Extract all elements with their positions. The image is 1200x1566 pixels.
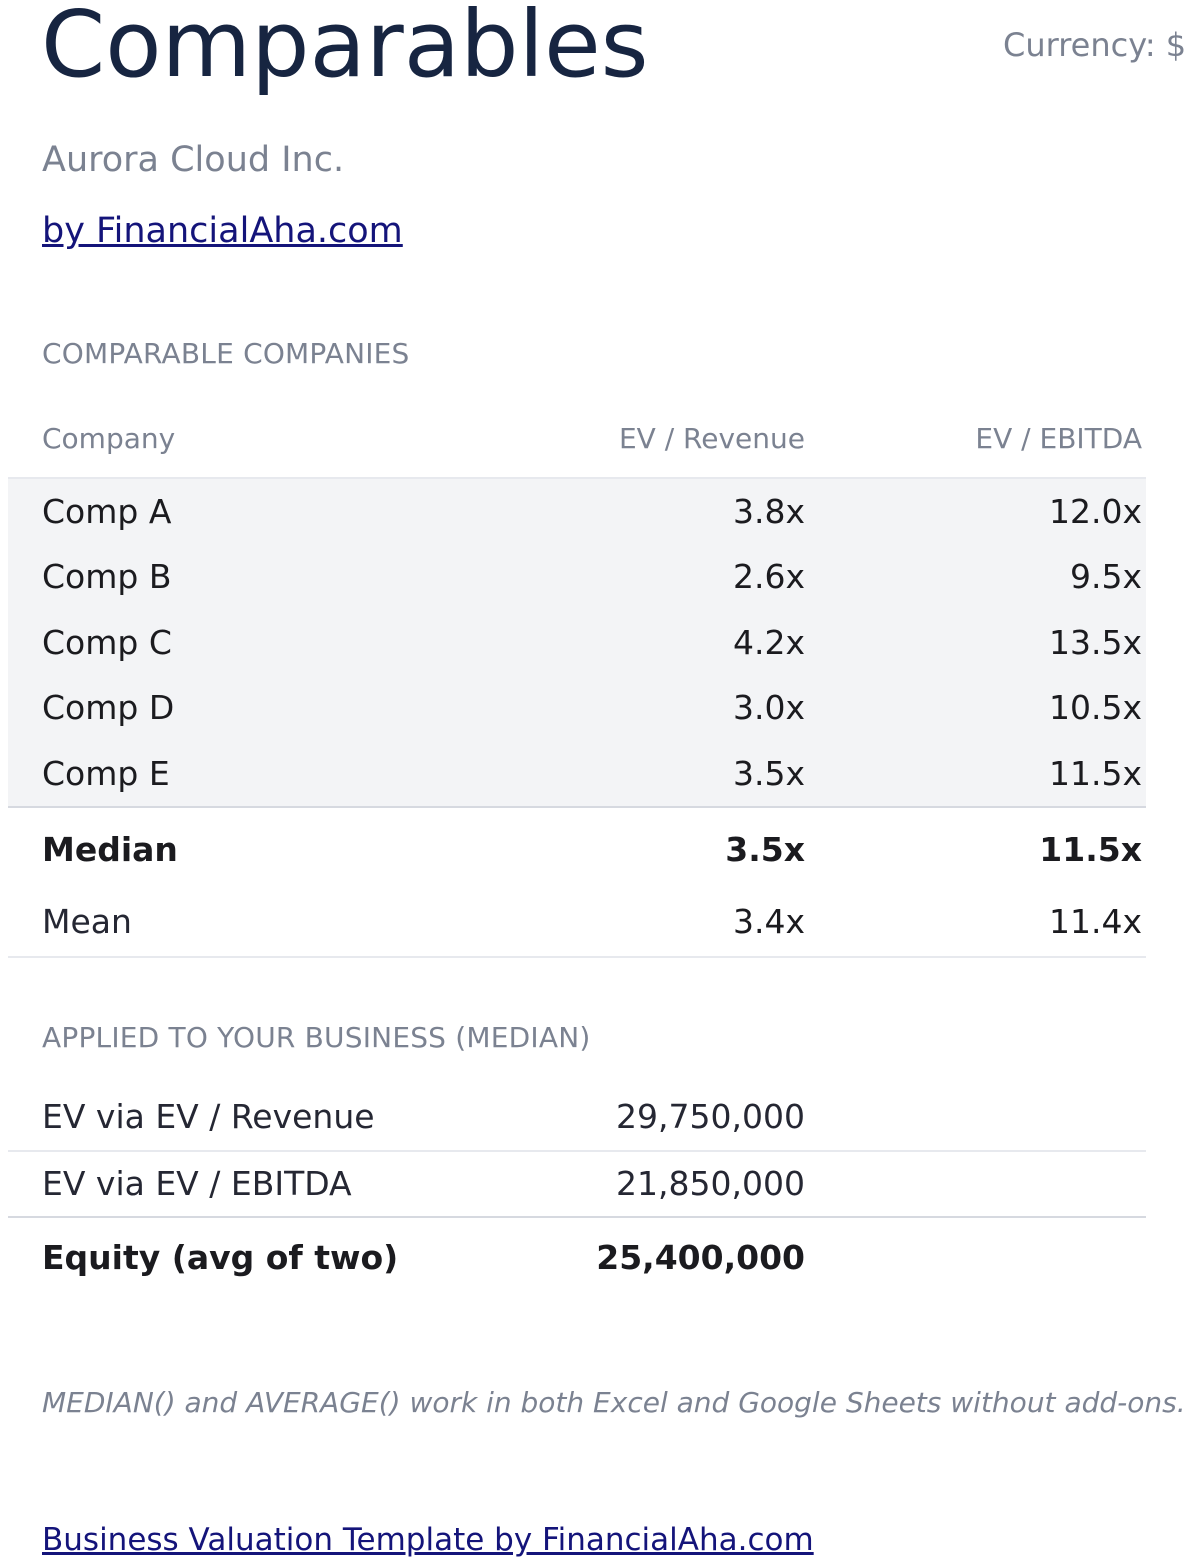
byline-link[interactable]: by FinancialAha.com [42, 211, 403, 251]
ev-ebitda-cell: 10.5x [1048, 688, 1142, 728]
ev-revenue-cell: 4.2x [732, 622, 805, 662]
ev-ebitda-cell: 11.5x [1048, 753, 1142, 793]
ev-revenue-cell: 3.5x [732, 753, 805, 793]
applied-label: EV via EV / EBITDA [42, 1164, 352, 1203]
table-row: Comp C 4.2x 13.5x [8, 610, 1146, 675]
formula-note: MEDIAN() and AVERAGE() work in both Exce… [42, 1386, 1186, 1419]
comparables-table: Company EV / Revenue EV / EBITDA Comp A … [8, 410, 1146, 958]
table-row: Comp E 3.5x 11.5x [8, 741, 1146, 806]
table-row: Comp B 2.6x 9.5x [8, 544, 1146, 609]
median-label: Median [42, 829, 178, 869]
company-name: Aurora Cloud Inc. [42, 140, 345, 180]
median-row: Median 3.5x 11.5x [8, 808, 1146, 882]
applied-value: 21,850,000 [616, 1164, 805, 1203]
company-cell: Comp C [42, 622, 172, 662]
applied-section-label: APPLIED TO YOUR BUSINESS (MEDIAN) [42, 1021, 591, 1054]
mean-row: Mean 3.4x 11.4x [8, 882, 1146, 958]
median-ev-ebitda: 11.5x [1039, 829, 1142, 869]
ev-revenue-cell: 3.0x [732, 688, 805, 728]
company-cell: Comp D [42, 688, 175, 728]
mean-ev-revenue: 3.4x [732, 901, 805, 941]
applied-row-equity: Equity (avg of two) 25,400,000 [8, 1218, 1146, 1293]
table-row: Comp D 3.0x 10.5x [8, 675, 1146, 740]
ev-ebitda-cell: 12.0x [1048, 492, 1142, 531]
table-row: Comp A 3.8x 12.0x [8, 479, 1146, 544]
table-header-row: Company EV / Revenue EV / EBITDA [8, 410, 1146, 479]
equity-value: 25,400,000 [596, 1238, 805, 1277]
footer-link[interactable]: Business Valuation Template by Financial… [42, 1522, 814, 1558]
company-cell: Comp B [42, 557, 172, 597]
applied-row-ev-revenue: EV via EV / Revenue 29,750,000 [8, 1085, 1146, 1152]
ev-ebitda-cell: 13.5x [1048, 622, 1142, 662]
applied-row-ev-ebitda: EV via EV / EBITDA 21,850,000 [8, 1152, 1146, 1218]
ev-ebitda-cell: 9.5x [1069, 557, 1142, 597]
page-title: Comparables [41, 0, 649, 98]
median-ev-revenue: 3.5x [725, 829, 805, 869]
equity-label: Equity (avg of two) [42, 1238, 399, 1277]
applied-value: 29,750,000 [616, 1097, 805, 1136]
mean-label: Mean [42, 901, 132, 941]
comparables-rows: Comp A 3.8x 12.0x Comp B 2.6x 9.5x Comp … [8, 479, 1146, 808]
company-cell: Comp E [42, 753, 170, 793]
ev-revenue-cell: 3.8x [732, 492, 805, 531]
comparables-section-label: COMPARABLE COMPANIES [42, 337, 410, 370]
column-header-ev-revenue: EV / Revenue [618, 422, 805, 455]
applied-table: EV via EV / Revenue 29,750,000 EV via EV… [8, 1085, 1146, 1293]
applied-label: EV via EV / Revenue [42, 1097, 375, 1136]
currency-label: Currency: $ [1003, 26, 1187, 64]
company-cell: Comp A [42, 492, 172, 531]
mean-ev-ebitda: 11.4x [1048, 901, 1142, 941]
ev-revenue-cell: 2.6x [732, 557, 805, 597]
column-header-company: Company [42, 422, 176, 455]
column-header-ev-ebitda: EV / EBITDA [975, 422, 1142, 455]
